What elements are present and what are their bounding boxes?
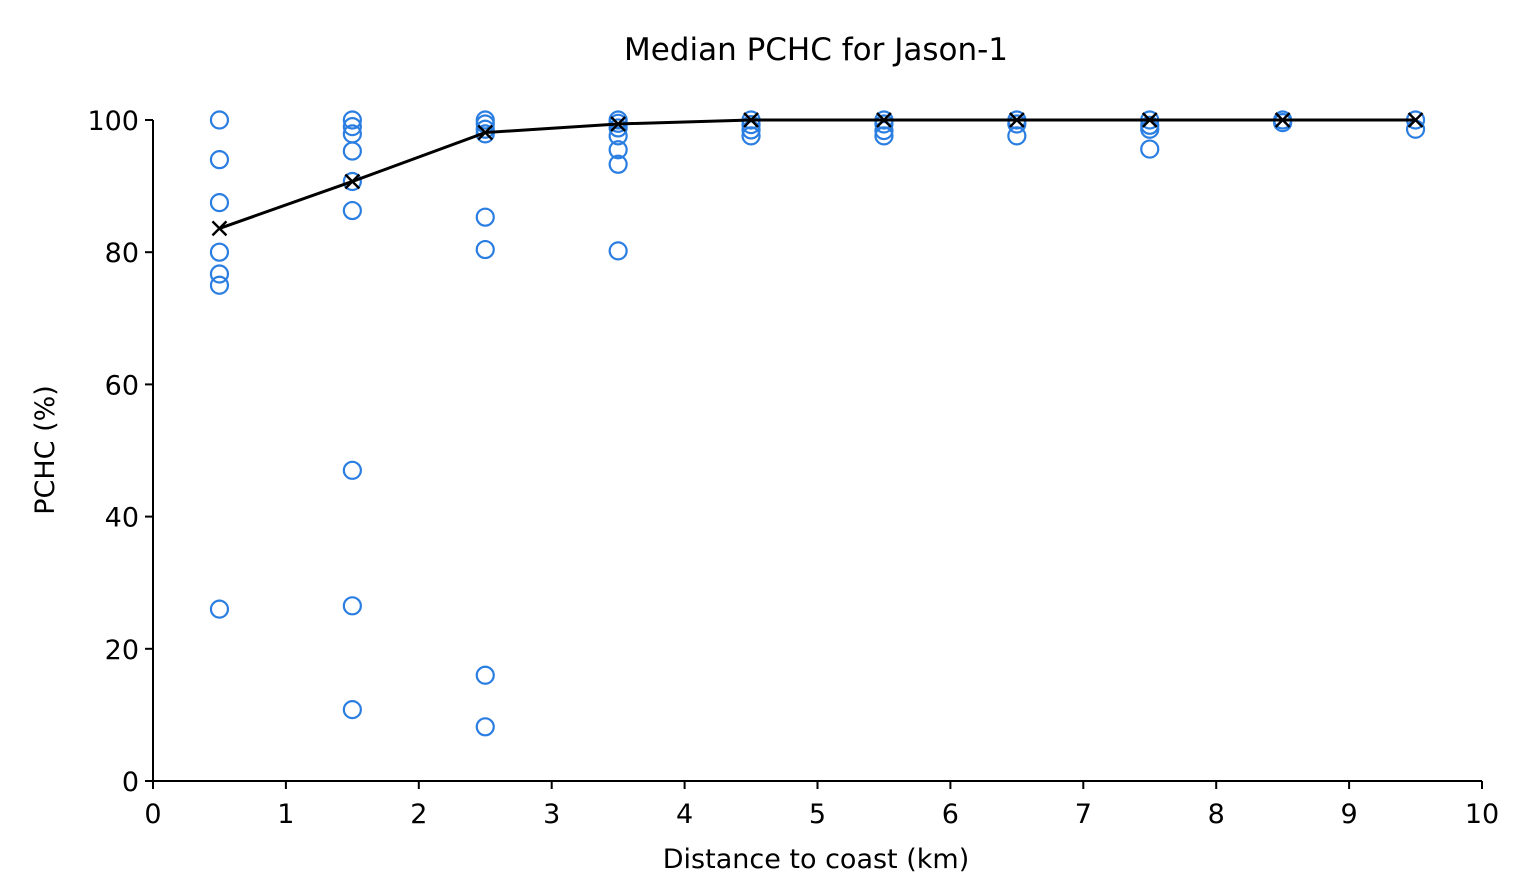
scatter-point	[209, 599, 230, 619]
median-marker	[743, 112, 759, 128]
x-tick-label: 0	[144, 799, 161, 830]
scatter-point	[874, 114, 894, 134]
median-marker	[1274, 112, 1291, 128]
scatter-point	[209, 110, 230, 130]
scatter-point	[475, 207, 495, 227]
scatter-point	[342, 171, 362, 192]
median-marker	[1141, 112, 1158, 128]
scatter-point	[342, 460, 362, 480]
median-marker	[344, 173, 361, 190]
x-tick-label: 7	[1075, 799, 1092, 830]
scatter-point	[608, 118, 628, 138]
scatter-point	[342, 700, 362, 720]
y-tick-label: 0	[122, 767, 139, 798]
y-axis-ticks: 0 20 40 60 80 100	[87, 106, 153, 798]
x-axis-ticks: 0 1 2 3 4 5 6 7 8 9 10	[144, 781, 1499, 830]
scatter-point	[1007, 114, 1027, 134]
x-tick-label: 8	[1208, 799, 1225, 830]
scatter-point	[1273, 113, 1293, 133]
y-tick-label: 20	[105, 635, 139, 666]
median-marker	[610, 116, 626, 132]
scatter-point	[608, 241, 628, 261]
y-tick-label: 60	[105, 370, 139, 401]
scatter-point	[741, 126, 761, 146]
x-tick-label: 9	[1341, 799, 1358, 830]
scatter-point	[209, 193, 230, 213]
y-tick-label: 100	[87, 106, 139, 137]
scatter-point	[475, 717, 495, 737]
y-axis-label: PCHC (%)	[30, 385, 61, 515]
median-series	[211, 112, 1424, 237]
scatter-point	[475, 124, 495, 144]
scatter-point	[342, 110, 362, 130]
scatter-point	[1140, 139, 1160, 159]
x-tick-label: 2	[410, 799, 427, 830]
x-tick-label: 1	[277, 799, 294, 830]
median-marker	[1009, 112, 1025, 128]
x-axis-label: Distance to coast (km)	[663, 844, 969, 873]
chart-title: Median PCHC for Jason-1	[624, 32, 1008, 68]
plot-area: 0 1 2 3 4 5 6 7 8 9 10 0 20 40 60 80 100	[87, 106, 1499, 830]
x-tick-label: 10	[1465, 799, 1499, 830]
scatter-point	[209, 150, 230, 170]
scatter-point	[209, 264, 230, 284]
scatter-point	[874, 120, 894, 141]
scatter-point	[608, 140, 628, 160]
scatter-point	[342, 141, 362, 161]
scatter-point	[342, 200, 362, 221]
x-tick-label: 3	[543, 799, 560, 830]
median-marker	[211, 220, 228, 237]
scatter-point	[1007, 126, 1027, 146]
scatter-point	[209, 275, 230, 295]
median-marker	[1407, 112, 1424, 128]
x-tick-label: 6	[942, 799, 959, 830]
x-tick-label: 4	[676, 799, 693, 830]
scatter-point	[475, 119, 495, 139]
median-marker	[876, 112, 892, 128]
scatter-series	[209, 110, 1426, 737]
scatter-point	[741, 115, 761, 135]
y-tick-label: 40	[105, 503, 139, 534]
y-tick-label: 80	[105, 238, 139, 269]
scatter-point	[342, 596, 362, 616]
scatter-point	[475, 239, 495, 260]
median-line	[218, 118, 1416, 230]
scatter-point	[874, 126, 894, 146]
scatter-point	[608, 154, 628, 174]
scatter-point	[608, 126, 628, 146]
scatter-point	[209, 242, 230, 262]
scatter-point	[342, 117, 362, 137]
median-marker	[477, 124, 494, 141]
scatter-point	[475, 665, 495, 685]
x-tick-label: 5	[809, 799, 826, 830]
